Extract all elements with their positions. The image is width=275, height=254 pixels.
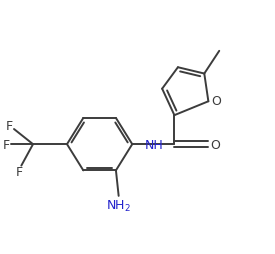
Text: NH$_2$: NH$_2$ [106,199,131,214]
Text: O: O [211,94,221,107]
Text: F: F [6,120,13,133]
Text: F: F [2,138,9,151]
Text: F: F [16,165,23,178]
Text: O: O [210,138,220,151]
Text: NH: NH [145,138,163,151]
